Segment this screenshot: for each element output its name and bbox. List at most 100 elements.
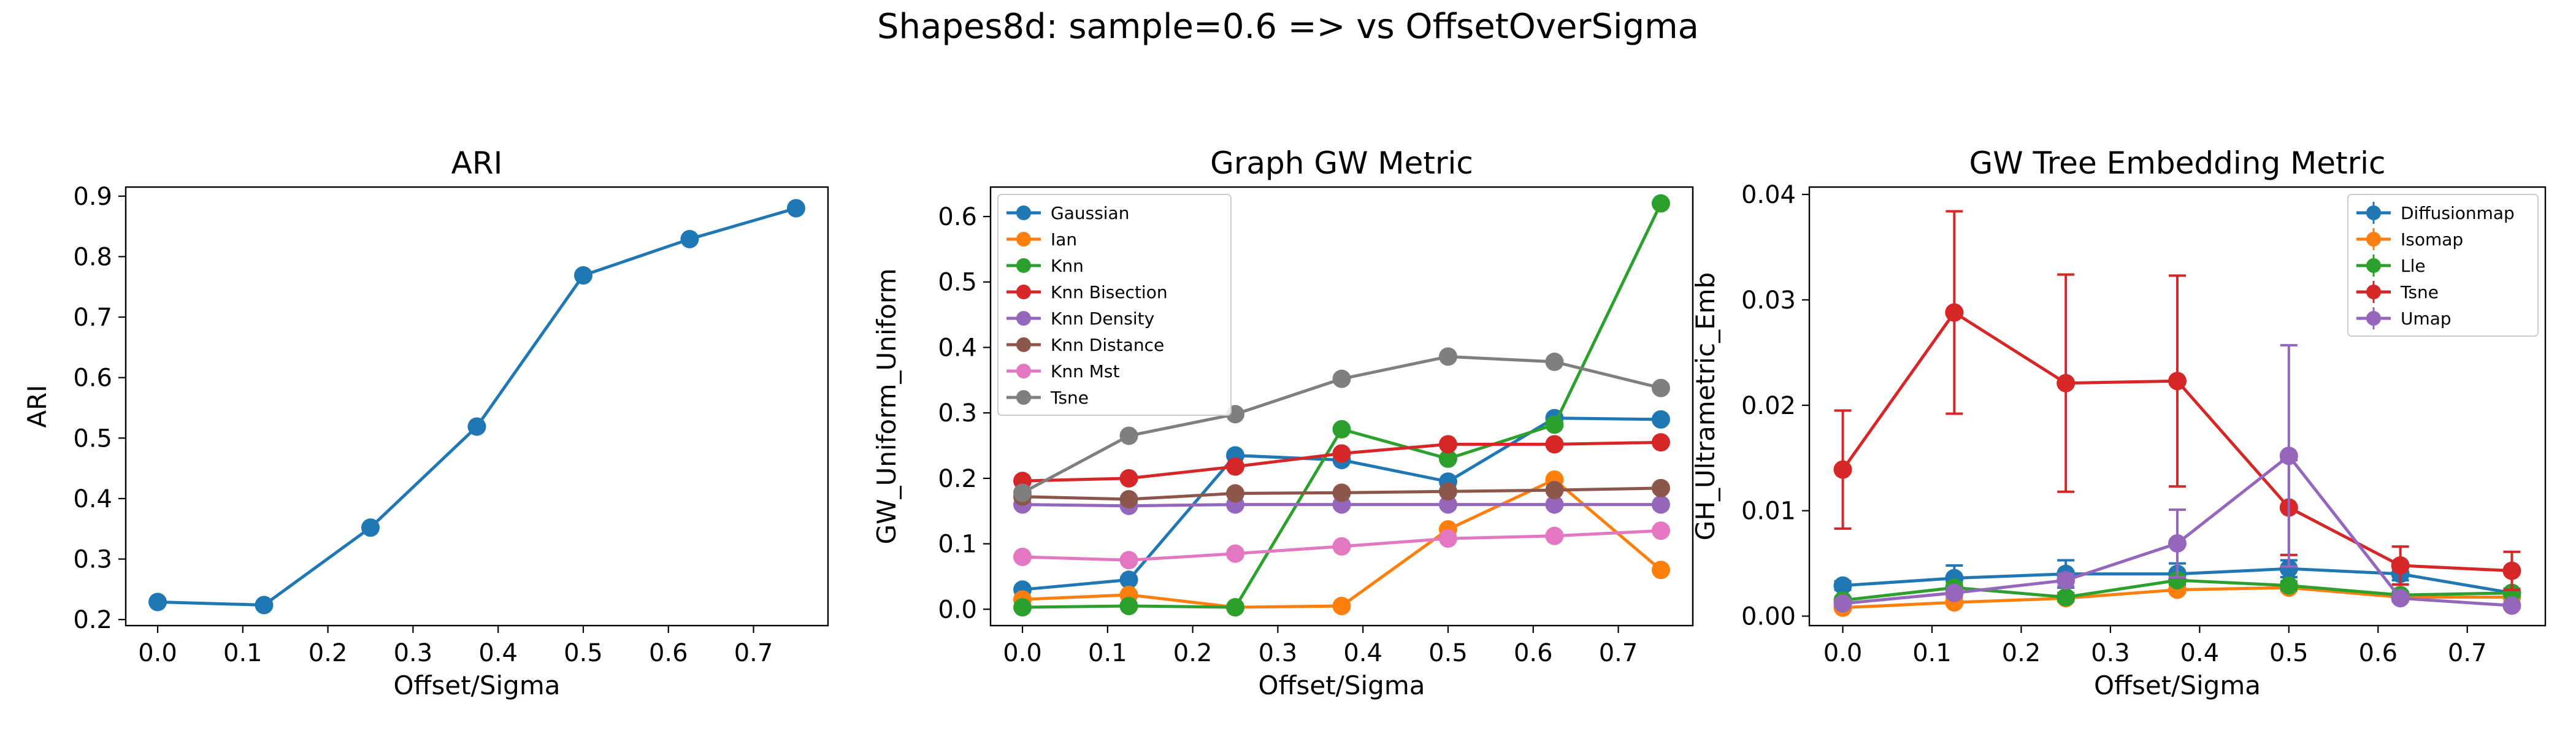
y-tick-label: 0.00 bbox=[1741, 603, 1796, 631]
axes-frame bbox=[989, 186, 1694, 627]
x-tick-label: 0.0 bbox=[1823, 639, 1863, 667]
legend-item: Isomap bbox=[2356, 228, 2463, 250]
data-point bbox=[1332, 444, 1351, 463]
x-tick-label: 0.2 bbox=[309, 639, 348, 667]
data-point bbox=[1226, 598, 1245, 617]
data-point bbox=[1651, 378, 1670, 397]
data-point bbox=[255, 596, 274, 615]
data-point bbox=[1833, 576, 1852, 595]
x-tick-label: 0.0 bbox=[1003, 639, 1042, 667]
legend-item: Umap bbox=[2356, 307, 2451, 329]
y-tick-label: 0.3 bbox=[938, 399, 977, 427]
x-tick-label: 0.4 bbox=[1343, 639, 1382, 667]
data-point bbox=[2057, 374, 2076, 393]
data-point bbox=[2168, 372, 2187, 391]
legend-label: Ian bbox=[1051, 229, 1077, 250]
panel-title: Graph GW Metric bbox=[1210, 145, 1473, 181]
data-point bbox=[2502, 596, 2521, 615]
data-point bbox=[1332, 537, 1351, 556]
x-tick-label: 0.5 bbox=[564, 639, 603, 667]
data-point bbox=[2279, 559, 2298, 578]
legend-box bbox=[2347, 194, 2539, 337]
x-tick-label: 0.2 bbox=[2002, 639, 2041, 667]
data-point bbox=[467, 417, 486, 436]
data-point bbox=[2502, 583, 2521, 602]
data-point bbox=[1119, 570, 1138, 589]
data-point bbox=[1651, 495, 1670, 514]
panel-2: Graph GW Metric 0.0 0.1 0.2 0.3 0.4 0.5 0.6 0.7 0… bbox=[872, 145, 1694, 700]
x-tick-label: 0.1 bbox=[223, 639, 263, 667]
panel-3: GW Tree Embedding Metric 0.0 0.1 0.2 0.3 0.4 0… bbox=[1690, 145, 2547, 700]
x-tick-label: 0.3 bbox=[394, 639, 433, 667]
data-point bbox=[2057, 571, 2076, 590]
data-point bbox=[1545, 495, 1564, 514]
x-tick-label: 0.0 bbox=[138, 639, 177, 667]
legend-marker bbox=[1016, 364, 1031, 378]
y-tick-label: 0.0 bbox=[938, 596, 977, 624]
data-point bbox=[1651, 561, 1670, 580]
legend-label: Tsne bbox=[1050, 388, 1089, 408]
legend-label: Tsne bbox=[2400, 282, 2439, 302]
y-tick-label: 0.2 bbox=[73, 606, 112, 634]
plot-area bbox=[148, 199, 805, 615]
x-axis-label: Offset/Sigma bbox=[1259, 670, 1425, 700]
data-point bbox=[1226, 544, 1245, 563]
data-point bbox=[1438, 347, 1457, 366]
data-point bbox=[1119, 490, 1138, 509]
legend-item: Ian bbox=[1006, 229, 1077, 250]
panels: ARI 0.0 0.1 0.2 0.3 0.4 0.5 0.6 0.7 0.2 0.3 0.4 0.5 0… bbox=[22, 145, 2547, 700]
y-tick-label: 0.5 bbox=[938, 269, 977, 297]
data-point bbox=[361, 518, 380, 537]
legend-marker bbox=[1016, 258, 1031, 273]
data-point bbox=[1651, 478, 1670, 497]
data-point bbox=[1651, 410, 1670, 429]
data-point bbox=[1013, 547, 1032, 566]
x-tick-label: 0.1 bbox=[1088, 639, 1127, 667]
legend-label: Knn bbox=[1051, 256, 1084, 276]
data-point bbox=[1332, 483, 1351, 502]
data-point bbox=[2391, 556, 2410, 575]
data-point bbox=[1545, 526, 1564, 545]
x-tick-label: 0.2 bbox=[1173, 639, 1213, 667]
data-point bbox=[1119, 426, 1138, 445]
legend-label: Isomap bbox=[2401, 229, 2463, 250]
legend-item: Tsne bbox=[2356, 281, 2439, 303]
x-tick-label: 0.3 bbox=[1259, 639, 1298, 667]
legend-item: Knn bbox=[1006, 256, 1084, 276]
y-tick-label: 0.01 bbox=[1741, 497, 1796, 526]
series-umap bbox=[1833, 343, 2521, 615]
legend-marker bbox=[1016, 205, 1031, 220]
legend-item: Knn Density bbox=[1006, 309, 1154, 329]
data-point bbox=[2057, 588, 2076, 607]
legend-label: Knn Mst bbox=[1051, 361, 1120, 381]
x-tick-label: 0.6 bbox=[1514, 639, 1553, 667]
y-tick-label: 0.8 bbox=[73, 243, 112, 271]
data-point bbox=[1119, 469, 1138, 488]
data-point bbox=[1226, 457, 1245, 476]
data-point bbox=[1438, 495, 1457, 514]
y-tick-label: 0.2 bbox=[938, 465, 977, 493]
legend-item: Diffusionmap bbox=[2356, 202, 2515, 224]
series-1 bbox=[148, 199, 805, 615]
data-point bbox=[1226, 484, 1245, 503]
legend: Diffusionmap Isomap Lle Tsne Umap bbox=[2347, 194, 2539, 337]
series-knn-mst bbox=[1013, 521, 1670, 570]
x-tick-label: 0.4 bbox=[478, 639, 518, 667]
data-point bbox=[1119, 551, 1138, 570]
legend-item: Lle bbox=[2356, 255, 2426, 277]
x-tick-label: 0.7 bbox=[734, 639, 773, 667]
data-point bbox=[1545, 435, 1564, 454]
y-axis-label: GH_Ultrametric_Emb bbox=[1690, 272, 1720, 540]
data-point bbox=[680, 229, 699, 248]
data-point bbox=[1651, 521, 1670, 540]
panel-1: ARI 0.0 0.1 0.2 0.3 0.4 0.5 0.6 0.7 0.2 0.3 0.4 0.5 0… bbox=[22, 145, 829, 700]
data-point bbox=[2279, 447, 2298, 466]
figure-title: Shapes8d: sample=0.6 => vs OffsetOverSig… bbox=[877, 7, 1699, 47]
y-tick-label: 0.4 bbox=[938, 334, 977, 362]
x-tick-label: 0.3 bbox=[2091, 639, 2130, 667]
data-point bbox=[1438, 482, 1457, 501]
y-tick-label: 0.04 bbox=[1741, 181, 1796, 209]
data-point bbox=[1545, 415, 1564, 434]
legend-label: Gaussian bbox=[1051, 203, 1129, 223]
x-tick-label: 0.4 bbox=[2180, 639, 2220, 667]
